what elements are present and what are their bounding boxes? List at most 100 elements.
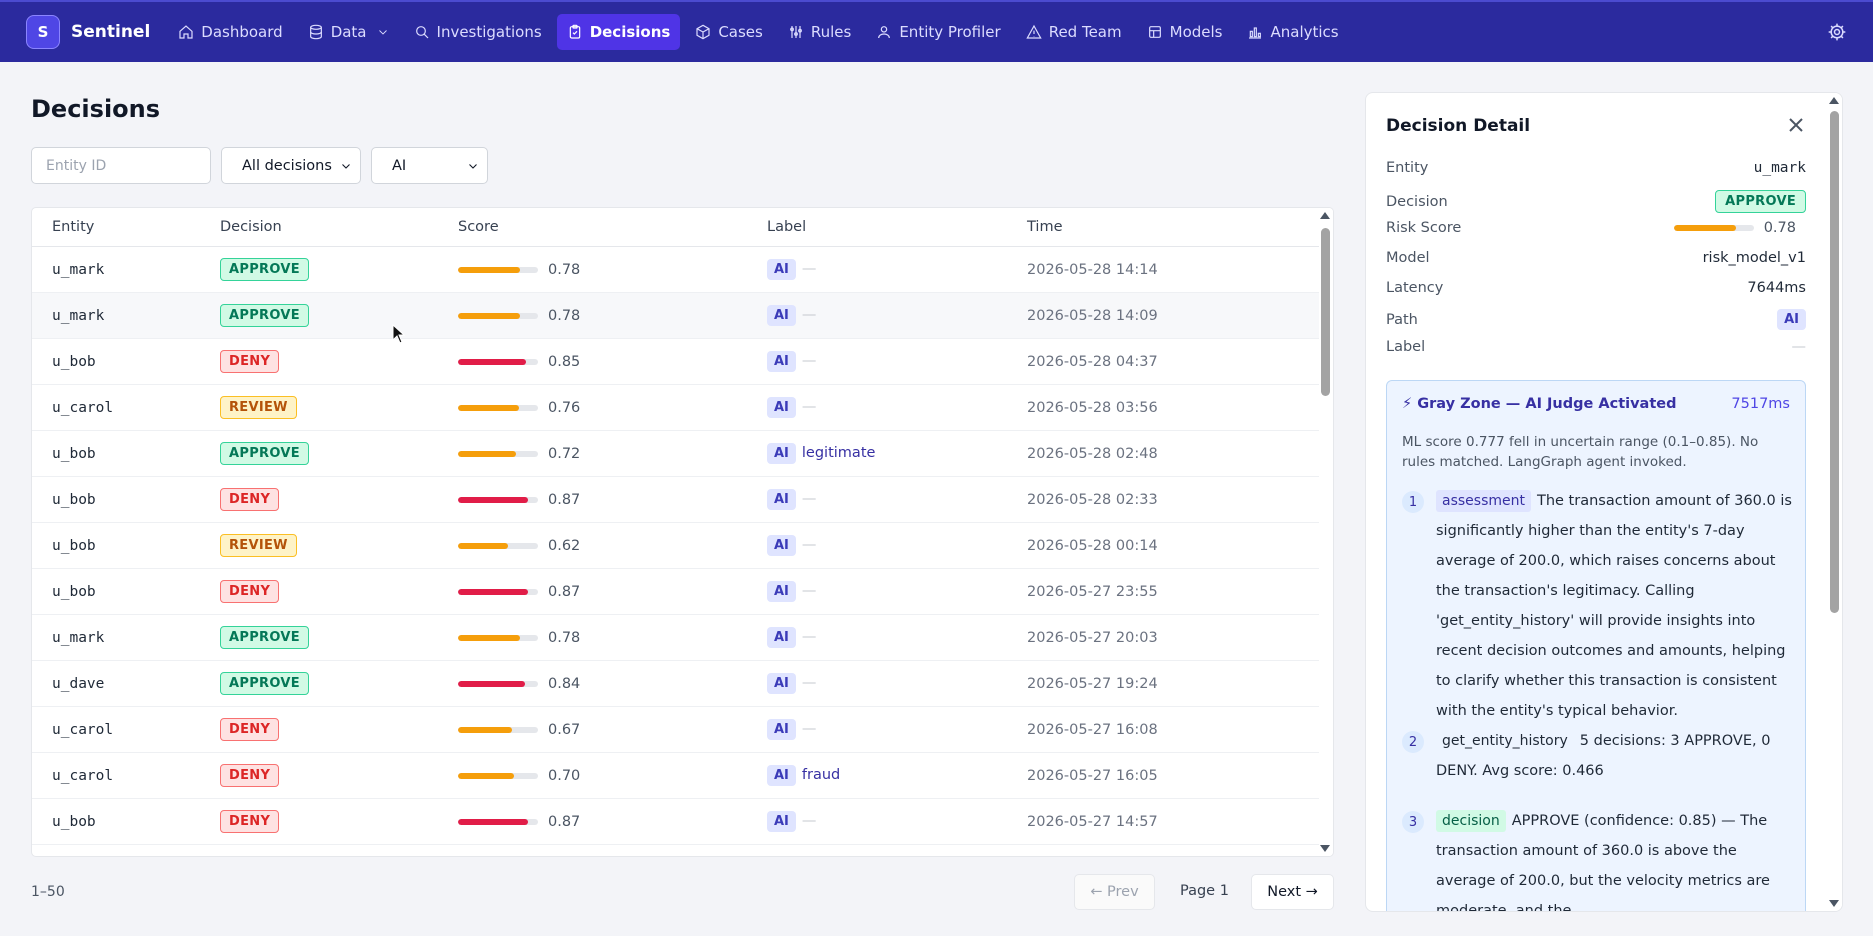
table-row[interactable]: u_mark APPROVE 0.78 AI — 2026-05-27 20:03 [32, 615, 1333, 661]
detail-decision-row: Decision APPROVE [1386, 190, 1806, 213]
table-row[interactable]: u_bob DENY 0.87 AI — 2026-05-27 14:57 [32, 799, 1333, 845]
table-row[interactable]: u_bob DENY 0.87 AI — 2026-05-27 23:55 [32, 569, 1333, 615]
table-row[interactable]: u_carol DENY 0.67 AI — 2026-05-27 16:08 [32, 707, 1333, 753]
scroll-down-arrow[interactable] [1320, 845, 1330, 852]
step-number: 1 [1402, 491, 1424, 513]
nav-dashboard[interactable]: Dashboard [168, 14, 292, 50]
nav-entity-profiler[interactable]: Entity Profiler [866, 14, 1010, 50]
score-value: 0.72 [548, 445, 581, 462]
decision-badge: APPROVE [220, 304, 309, 327]
score-value: 0.76 [548, 399, 581, 416]
score-bar [458, 772, 538, 779]
nav-label: Data [330, 23, 367, 41]
decision-badge: DENY [220, 488, 280, 511]
gear-icon[interactable] [1827, 22, 1847, 42]
cell-time: 2026-05-28 03:56 [1027, 399, 1158, 416]
cell-time: 2026-05-28 04:37 [1027, 353, 1158, 370]
scroll-up-arrow[interactable] [1829, 97, 1839, 104]
table-scrollbar[interactable] [1319, 208, 1333, 856]
path-chip: AI [767, 443, 796, 464]
score-bar [458, 588, 538, 595]
scroll-down-arrow[interactable] [1829, 900, 1839, 907]
sliders-icon [789, 26, 802, 38]
prev-page-button[interactable]: ← Prev [1074, 874, 1155, 910]
detail-entity-row: Entity u_mark [1386, 160, 1806, 176]
scroll-up-arrow[interactable] [1320, 212, 1330, 219]
decision-badge: REVIEW [220, 534, 297, 557]
risk-score-value: 0.78 [1763, 220, 1796, 236]
brand[interactable]: S Sentinel [26, 15, 150, 49]
path-chip: AI [767, 673, 796, 694]
cell-entity: u_carol [52, 721, 114, 738]
nav-analytics[interactable]: Analytics [1237, 14, 1348, 50]
table-row[interactable]: u_bob APPROVE 0.72 AI legitimate 2026-05-28 0… [32, 431, 1333, 477]
cell-entity: u_bob [52, 353, 96, 370]
step-number: 2 [1402, 731, 1424, 753]
decision-badge: APPROVE [220, 442, 309, 465]
score-value: 0.70 [548, 767, 581, 784]
search-icon [415, 26, 428, 39]
table-row[interactable]: u_dave APPROVE 0.84 AI — 2026-05-27 19:24 [32, 661, 1333, 707]
close-icon[interactable] [1788, 117, 1804, 133]
cell-label: — [801, 261, 817, 277]
cell-label: — [801, 537, 817, 553]
cell-label: — [801, 583, 817, 599]
table-row[interactable]: u_bob DENY 0.87 AI — 2026-05-28 02:33 [32, 477, 1333, 523]
chevron-down-icon [469, 163, 477, 169]
brand-logo: S [26, 15, 60, 49]
table-row[interactable]: u_bob REVIEW 0.62 AI — 2026-05-28 00:14 [32, 523, 1333, 569]
scroll-thumb[interactable] [1830, 111, 1839, 613]
table-row[interactable]: u_bob DENY 0.85 AI — 2026-05-28 04:37 [32, 339, 1333, 385]
cell-time: 2026-05-27 16:08 [1027, 721, 1158, 738]
top-nav: S Sentinel Dashboard Data Investigations… [0, 0, 1873, 62]
cell-score: 0.78 [458, 262, 767, 278]
detail-scrollbar[interactable] [1828, 93, 1842, 911]
judge-step: 3 decision APPROVE (confidence: 0.85) — T… [1402, 810, 1792, 911]
decision-badge: APPROVE [220, 672, 309, 695]
table-row[interactable]: u_carol REVIEW 0.76 AI — 2026-05-28 03:56 [32, 385, 1333, 431]
cell-entity: u_bob [52, 445, 96, 462]
page-number: Page 1 [1180, 883, 1229, 899]
cell-time: 2026-05-27 23:55 [1027, 583, 1158, 600]
nav-rules[interactable]: Rules [778, 14, 861, 50]
score-value: 0.87 [548, 583, 581, 600]
cell-entity: u_mark [52, 629, 105, 646]
col-score[interactable]: Score [458, 219, 499, 235]
nav-red-team[interactable]: Red Team [1016, 14, 1132, 50]
path-filter-select[interactable]: AI [371, 147, 488, 184]
score-bar-fill [458, 312, 521, 319]
step-tag: assessment [1436, 490, 1531, 512]
cell-time: 2026-05-27 14:57 [1027, 813, 1158, 830]
col-decision[interactable]: Decision [220, 219, 282, 235]
step-tag: decision [1436, 810, 1506, 832]
decision-filter-select[interactable]: All decisions [221, 147, 361, 184]
detail-model-value: risk_model_v1 [1702, 250, 1806, 266]
cell-label: — [801, 721, 817, 737]
score-bar [458, 726, 538, 733]
next-page-button[interactable]: Next → [1251, 874, 1334, 910]
detail-path-chip: AI [1777, 309, 1806, 330]
brand-name: Sentinel [71, 22, 151, 42]
col-time[interactable]: Time [1027, 219, 1063, 235]
nav-models[interactable]: Models [1137, 14, 1233, 50]
decision-badge: DENY [220, 580, 280, 603]
col-entity[interactable]: Entity [52, 219, 95, 235]
nav-data[interactable]: Data [298, 14, 399, 50]
nav-cases[interactable]: Cases [685, 14, 773, 50]
path-chip: AI [767, 719, 796, 740]
table-row[interactable]: u_carol DENY 0.70 AI fraud 2026-05-27 16:05 [32, 753, 1333, 799]
nav-investigations[interactable]: Investigations [404, 14, 552, 50]
score-bar-fill [458, 726, 512, 733]
score-value: 0.84 [548, 675, 581, 692]
cell-entity: u_mark [52, 261, 105, 278]
cell-time: 2026-05-28 02:48 [1027, 445, 1158, 462]
score-value: 0.87 [548, 491, 581, 508]
col-label[interactable]: Label [767, 219, 807, 235]
table-row[interactable]: u_mark APPROVE 0.78 AI — 2026-05-28 14:14 [32, 247, 1333, 293]
step-number: 3 [1402, 811, 1424, 833]
scroll-thumb[interactable] [1321, 228, 1330, 396]
entity-id-input[interactable] [31, 147, 211, 184]
nav-decisions[interactable]: Decisions [556, 14, 681, 50]
decision-filter-value: All decisions [242, 157, 332, 174]
table-row[interactable]: u_mark APPROVE 0.78 AI — 2026-05-28 14:09 [32, 293, 1333, 339]
